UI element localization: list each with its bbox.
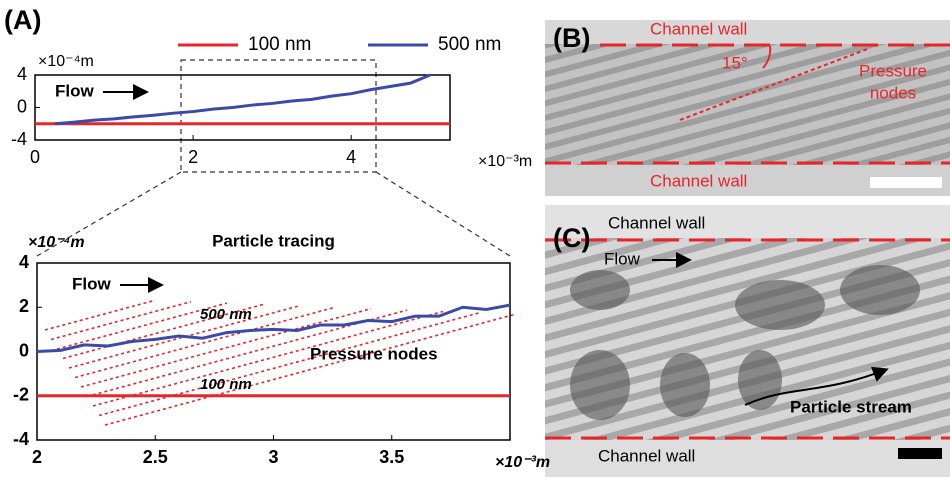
x-tick-label: 2 xyxy=(32,447,42,467)
series-label: 100 nm xyxy=(200,376,252,393)
annotation: Flow xyxy=(72,274,111,293)
panel-label: (C) xyxy=(553,223,590,253)
annotation: Pressure nodes xyxy=(310,344,438,363)
y-unit-label: ×10⁻⁴m xyxy=(38,53,94,70)
y-tick-label: 0 xyxy=(17,96,27,116)
panel-b: (B) Channel wall Channel wall 15° Pressu… xyxy=(545,19,950,196)
stream-label: Particle stream xyxy=(790,397,912,416)
node-line xyxy=(105,314,515,425)
x-unit-label: ×10⁻³m xyxy=(495,454,550,471)
angle-label: 15° xyxy=(722,53,748,72)
nodes-label: Pressure xyxy=(859,61,927,80)
series-line xyxy=(55,75,430,124)
x-tick-label: 2 xyxy=(188,147,198,167)
x-tick-label: 3 xyxy=(268,447,278,467)
y-unit-label: ×10⁻⁴m xyxy=(28,234,85,251)
x-tick-label: 4 xyxy=(346,147,356,167)
chart-title: Particle tracing xyxy=(212,231,335,250)
flow-label: Flow xyxy=(604,249,641,268)
series-label: 500 nm xyxy=(200,306,252,323)
wall-label: Channel wall xyxy=(608,213,705,232)
wall-label: Channel wall xyxy=(650,19,747,38)
scale-bar xyxy=(898,448,942,459)
wall-region xyxy=(545,205,950,238)
nodes-label: nodes xyxy=(870,83,916,102)
y-tick-label: 0 xyxy=(19,340,29,360)
y-tick-label: 2 xyxy=(19,296,29,316)
scale-bar xyxy=(870,177,942,188)
panel-label: (A) xyxy=(4,5,41,35)
zoom-connector xyxy=(376,172,510,256)
annotation: Flow xyxy=(55,81,94,100)
legend-label: 100 nm xyxy=(248,34,311,55)
panel-label: (B) xyxy=(553,23,590,53)
figure: (A) (B) Channel wall Channel wall 15° Pr… xyxy=(0,0,950,477)
x-unit-label: ×10⁻³m xyxy=(478,153,532,170)
panel-c: (C) Channel wall Channel wall Flow Parti… xyxy=(545,205,950,477)
y-tick-label: -2 xyxy=(13,385,29,405)
legend-label: 500 nm xyxy=(438,34,501,55)
node-line xyxy=(51,302,191,340)
y-tick-label: -4 xyxy=(13,429,29,449)
micrograph xyxy=(545,205,950,477)
y-tick-label: 4 xyxy=(17,64,27,84)
x-tick-label: 3.5 xyxy=(379,447,404,467)
wall-label: Channel wall xyxy=(598,446,695,465)
x-tick-label: 0 xyxy=(30,147,40,167)
wall-region xyxy=(545,20,950,44)
node-line xyxy=(99,313,479,416)
y-tick-label: 4 xyxy=(19,252,29,272)
wall-label: Channel wall xyxy=(650,171,747,190)
x-tick-label: 2.5 xyxy=(143,447,168,467)
y-tick-label: -4 xyxy=(11,129,27,149)
